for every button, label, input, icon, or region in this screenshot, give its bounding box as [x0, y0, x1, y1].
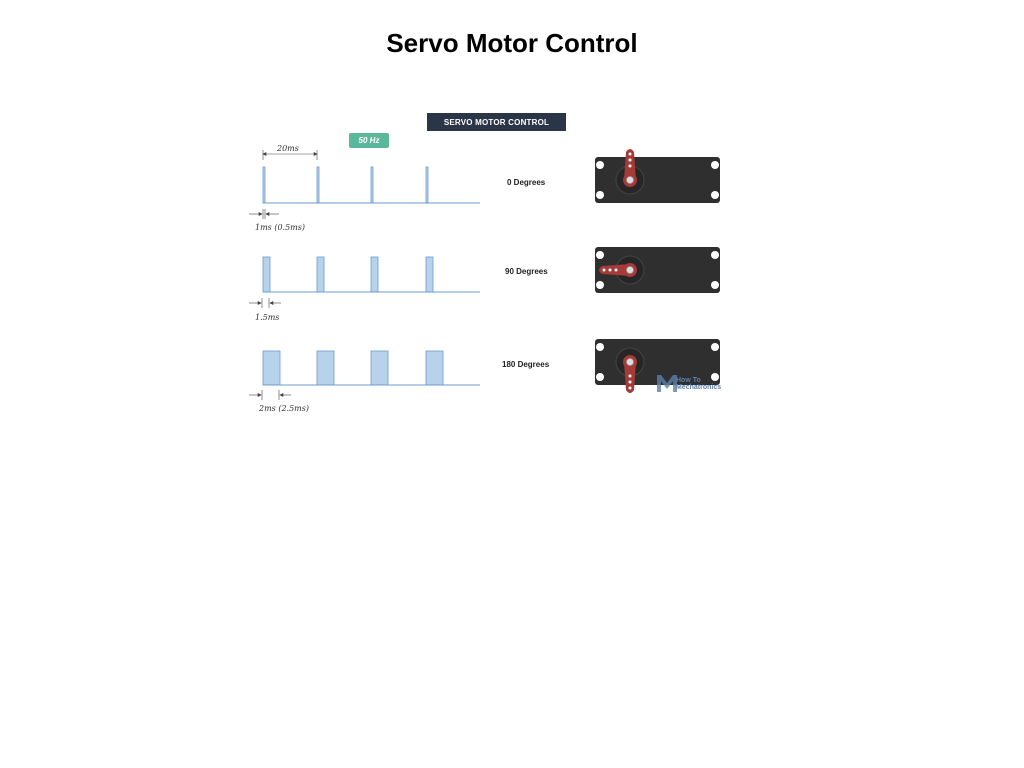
frequency-badge: 50 Hz — [349, 133, 389, 148]
mount-hole — [711, 343, 719, 351]
angle-label-180: 180 Degrees — [502, 360, 550, 369]
mount-hole — [711, 251, 719, 259]
mount-hole — [711, 191, 719, 199]
pulse-2-1 — [316, 350, 335, 386]
pwm-waveforms — [249, 150, 480, 400]
pulse-2-2 — [370, 350, 389, 386]
pulse-0-2 — [370, 166, 374, 204]
servo-90-degrees — [595, 247, 720, 293]
watermark-logo: How To Mechatronics — [656, 373, 726, 401]
period-label: 20ms — [277, 144, 299, 153]
pulse-0-1 — [316, 166, 320, 204]
diagram-banner: SERVO MOTOR CONTROL — [427, 113, 566, 131]
mount-hole — [596, 343, 604, 351]
pulse-label-0: 1ms (0.5ms) — [255, 223, 305, 232]
pulse-2-3 — [425, 350, 444, 386]
angle-label-90: 90 Degrees — [505, 267, 548, 276]
pulse-1-0 — [262, 256, 271, 293]
mount-hole — [711, 281, 719, 289]
waveform-row-2 — [262, 350, 480, 386]
servo-180-degrees — [595, 339, 720, 393]
servo-horn — [599, 264, 630, 276]
pulse-2-0 — [262, 350, 281, 386]
pulse-1-3 — [425, 256, 434, 293]
servo-horn — [624, 149, 636, 180]
mount-hole — [596, 373, 604, 381]
servo-body — [595, 157, 720, 203]
horn-screw — [626, 176, 634, 184]
horn-screw — [626, 266, 634, 274]
mount-hole — [596, 251, 604, 259]
M-logo-icon — [657, 375, 677, 392]
waveform-row-1 — [262, 256, 480, 293]
pulse-width-markers — [249, 209, 291, 400]
pulse-0-3 — [425, 166, 429, 204]
servo-0-degrees — [595, 149, 720, 203]
mount-hole — [596, 191, 604, 199]
mount-hole — [711, 161, 719, 169]
horn-screw — [626, 358, 634, 366]
page-title: Servo Motor Control — [386, 28, 638, 58]
mount-hole — [596, 161, 604, 169]
pulse-1-1 — [316, 256, 325, 293]
servo-horn — [624, 362, 636, 393]
watermark-text: How To Mechatronics — [676, 377, 722, 391]
pulse-1-2 — [370, 256, 379, 293]
period-dimension — [262, 150, 318, 160]
pulse-label-90: 1.5ms — [255, 313, 280, 322]
mount-hole — [711, 373, 719, 381]
angle-label-0: 0 Degrees — [507, 178, 546, 187]
pulse-label-180: 2ms (2.5ms) — [259, 404, 309, 413]
pulse-0-0 — [262, 166, 266, 204]
waveform-row-0 — [262, 166, 480, 204]
mount-hole — [596, 281, 604, 289]
servo-pwm-diagram: SERVO MOTOR CONTROL 50 Hz 20ms 1ms (0.5m… — [245, 105, 735, 425]
